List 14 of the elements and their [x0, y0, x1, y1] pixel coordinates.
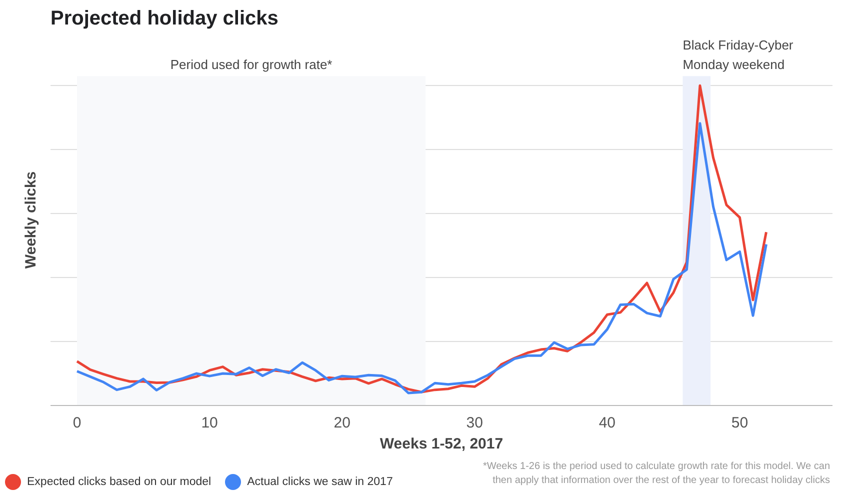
band-label: Period used for growth rate* — [170, 57, 332, 72]
legend-label: Expected clicks based on our model — [27, 476, 212, 488]
x-tick-label: 20 — [334, 414, 350, 432]
legend-label: Actual clicks we saw in 2017 — [247, 476, 393, 488]
x-tick-label: 0 — [72, 414, 82, 432]
x-tick-label: 10 — [201, 414, 218, 432]
x-tick-label: 50 — [731, 414, 748, 432]
y-axis-title: Weekly clicks — [22, 171, 40, 269]
x-tick-label: 30 — [466, 414, 483, 432]
band-label: Black Friday-Cyber Monday weekend — [682, 38, 794, 72]
x-tick-label: 40 — [598, 414, 616, 432]
x-axis-title: Weeks 1-52, 2017 — [380, 436, 504, 452]
chart-title: Projected holiday clicks — [50, 8, 278, 30]
text: *Weeks 1-26 is the period used to calculate growth rate for this model. We can then apply that information over the rest of the year to forecast holiday clicks — [482, 460, 830, 488]
